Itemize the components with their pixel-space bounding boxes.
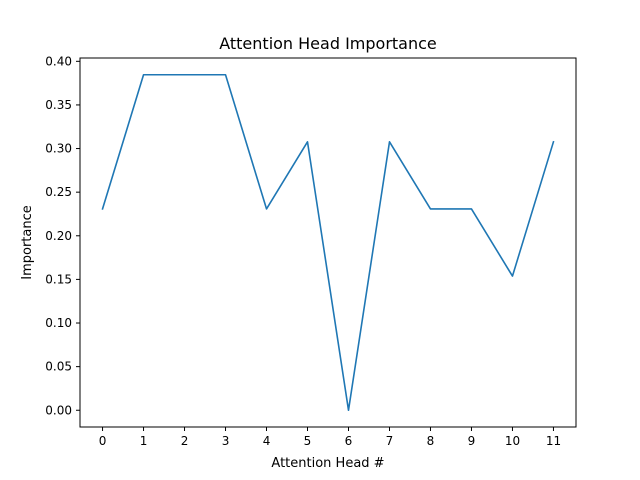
y-tick-label: 0.40: [45, 54, 72, 68]
x-tick-label: 7: [386, 434, 394, 448]
y-tick-label: 0.05: [45, 360, 72, 374]
y-tick-label: 0.25: [45, 185, 72, 199]
y-axis-label: Importance: [20, 205, 35, 280]
y-tick-label: 0.00: [45, 403, 72, 417]
x-tick-label: 8: [427, 434, 435, 448]
x-tick-label: 5: [304, 434, 312, 448]
plot-background: [80, 58, 576, 427]
x-tick-label: 2: [181, 434, 189, 448]
x-tick-label: 11: [546, 434, 561, 448]
y-axis-ticks: 0.00 0.05 0.10 0.15 0.20 0.25 0.30 0.35 0.40: [45, 54, 80, 417]
series-line: [101, 73, 555, 412]
y-tick-label: 0.10: [45, 316, 72, 330]
x-tick-label: 0: [99, 434, 107, 448]
plot-area: [80, 58, 576, 427]
y-tick-label: 0.20: [45, 229, 72, 243]
x-axis-ticks: 0 1 2 3 4 5 6 7 8 9 10 11: [99, 427, 561, 448]
x-tick-label: 3: [222, 434, 230, 448]
y-tick-label: 0.35: [45, 98, 72, 112]
x-tick-label: 1: [140, 434, 148, 448]
series-layer: [101, 73, 555, 412]
x-tick-label: 10: [505, 434, 520, 448]
chart-title: Attention Head Importance: [219, 34, 437, 53]
x-axis-label: Attention Head #: [271, 456, 384, 471]
x-tick-label: 4: [263, 434, 271, 448]
y-tick-label: 0.15: [45, 272, 72, 286]
y-tick-label: 0.30: [45, 142, 72, 156]
x-tick-label: 6: [345, 434, 353, 448]
plot-frame: [79, 57, 577, 428]
x-tick-label: 9: [468, 434, 476, 448]
